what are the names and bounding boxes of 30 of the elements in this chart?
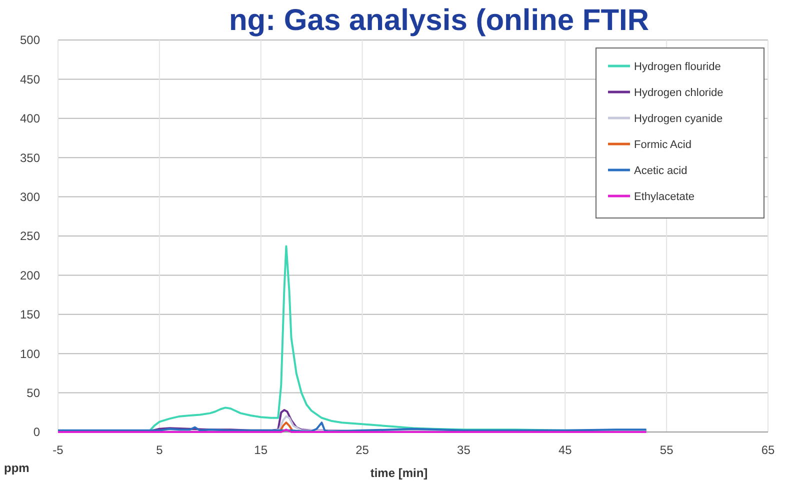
y-tick-label: 400 <box>20 112 40 126</box>
y-tick-label: 250 <box>20 229 40 244</box>
x-tick-label: 45 <box>558 443 572 457</box>
x-tick-label: 5 <box>156 443 164 457</box>
y-tick-label: 0 <box>33 425 40 440</box>
y-tick-label: 50 <box>26 386 40 400</box>
y-tick-label: 500 <box>20 33 40 48</box>
chart-title: ng: Gas analysis (online FTIR <box>228 4 650 37</box>
y-tick-label: 350 <box>20 150 40 165</box>
x-tick-label: 65 <box>761 443 775 457</box>
x-tick-label: -5 <box>52 443 64 457</box>
legend-label: Ethylacetate <box>634 190 695 203</box>
y-tick-label: 200 <box>20 268 40 282</box>
legend-label: Acetic acid <box>634 164 688 177</box>
x-tick-label: 15 <box>254 443 268 457</box>
y-tick-label: 150 <box>20 308 40 322</box>
x-tick-label: 55 <box>660 443 674 457</box>
x-axis-title: time [min] <box>370 466 428 480</box>
y-axis-title: ppm <box>4 461 30 475</box>
x-tick-label: 35 <box>457 443 471 457</box>
y-tick-label: 100 <box>20 346 40 361</box>
legend-label: Hydrogen flouride <box>634 60 721 73</box>
legend-label: Hydrogen chloride <box>634 86 724 99</box>
line-series <box>57 422 648 432</box>
x-tick-label: 25 <box>356 443 370 457</box>
legend-label: Formic Acid <box>634 138 692 151</box>
legend-label: Hydrogen cyanide <box>634 112 723 125</box>
y-tick-label: 450 <box>20 72 40 86</box>
y-tick-label: 300 <box>20 190 40 204</box>
line-series <box>279 422 294 432</box>
